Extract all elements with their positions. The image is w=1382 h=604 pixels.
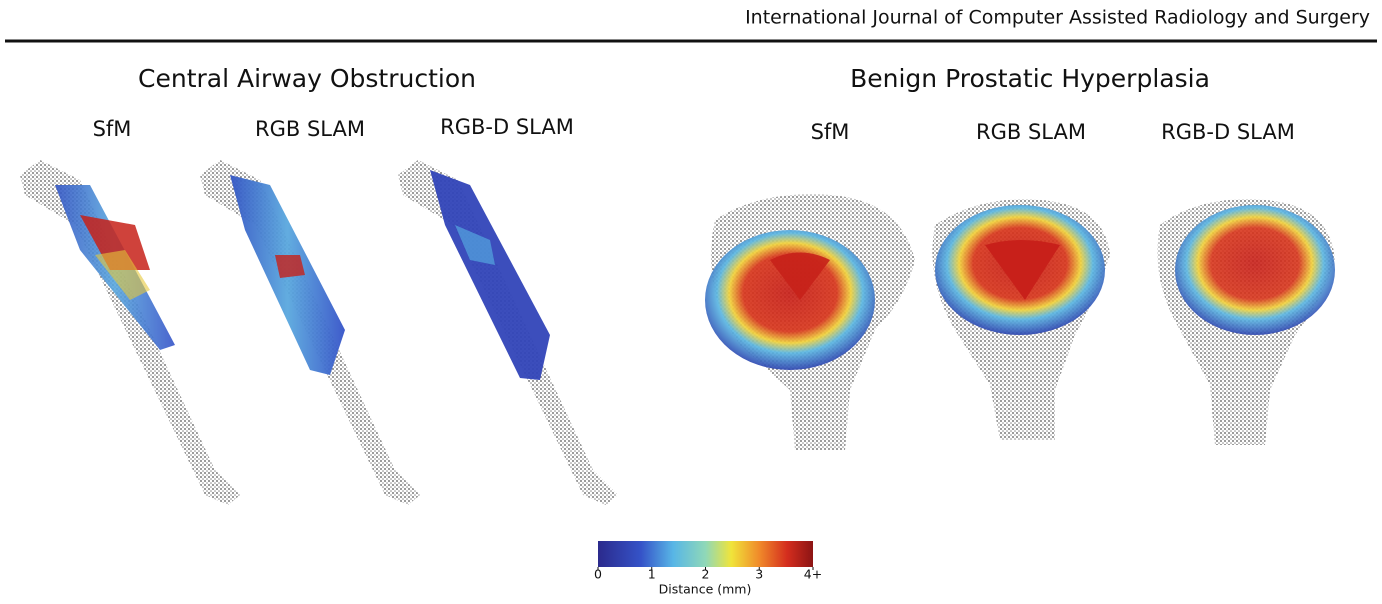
airway-sfm — [20, 160, 240, 505]
colorbar-tick-label: 2 — [702, 567, 710, 582]
method-label: SfM — [811, 120, 850, 144]
prostate-sfm — [705, 194, 915, 450]
method-label: RGB-D SLAM — [1161, 120, 1295, 144]
colorbar-label: Distance (mm) — [659, 582, 752, 597]
colorbar-tick-label: 0 — [594, 567, 602, 582]
method-label: RGB-D SLAM — [440, 115, 574, 139]
prostate-rgbd-slam — [1157, 199, 1335, 445]
method-label: RGB SLAM — [976, 120, 1086, 144]
airway-rgbd-slam — [398, 160, 618, 505]
prostate-rgb-slam — [932, 199, 1110, 440]
colorbar-tick-label: 1 — [648, 567, 656, 582]
colorbar-tick-label: 3 — [755, 567, 763, 582]
journal-header: International Journal of Computer Assist… — [745, 7, 1370, 29]
panel-title: Central Airway Obstruction — [138, 64, 476, 93]
colorbar — [598, 541, 813, 567]
panel-title: Benign Prostatic Hyperplasia — [850, 64, 1210, 93]
method-label: SfM — [93, 117, 132, 141]
airway-rgb-slam — [200, 160, 420, 505]
method-label: RGB SLAM — [255, 117, 365, 141]
colorbar-tick-label: 4+ — [804, 567, 822, 582]
